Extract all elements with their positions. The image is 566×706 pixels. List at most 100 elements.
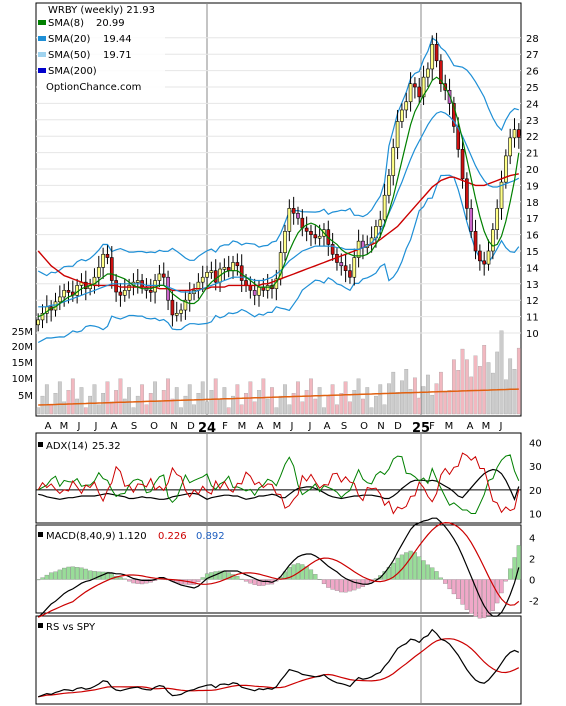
price-candle xyxy=(101,253,105,268)
macd-histogram-bar xyxy=(391,562,396,580)
price-candle xyxy=(118,291,123,296)
price-candle xyxy=(187,293,192,301)
volume-tick-label: 25M xyxy=(12,327,33,338)
volume-bar xyxy=(209,390,214,415)
volume-bar xyxy=(434,383,439,415)
volume-bar xyxy=(70,378,75,415)
macd-histogram-bar xyxy=(365,579,370,585)
adx-legend: ADX(14) 25.32 xyxy=(38,441,121,452)
macd-histogram-bar xyxy=(417,556,422,580)
price-candle xyxy=(96,267,101,278)
legend-sma50-value: 19.71 xyxy=(103,50,132,61)
macd-tick-label: -2 xyxy=(529,596,539,607)
price-candle xyxy=(296,212,300,219)
price-candle xyxy=(252,290,257,296)
volume-bar xyxy=(516,347,521,415)
price-candle xyxy=(452,103,456,127)
price-candle xyxy=(170,299,175,316)
volume-bar xyxy=(426,374,430,415)
price-candle xyxy=(205,272,209,278)
macd-histogram-bar xyxy=(482,579,487,619)
macd-histogram-bar xyxy=(339,579,344,593)
macd-histogram-bar xyxy=(360,579,366,587)
macd-histogram-bar xyxy=(451,579,456,595)
price-candle xyxy=(426,68,430,78)
macd-histogram-bar xyxy=(44,574,49,580)
volume-bar xyxy=(153,381,157,415)
macd-histogram-bar xyxy=(430,567,435,580)
panel-frame-2 xyxy=(35,524,522,614)
price-candle xyxy=(62,290,66,298)
volume-bar xyxy=(161,390,166,415)
price-candle xyxy=(283,231,287,253)
price-candle xyxy=(313,234,318,239)
price-candle xyxy=(413,83,417,88)
x-tick-label: M xyxy=(273,421,282,432)
price-tick-label: 14 xyxy=(526,263,539,274)
macd-histogram-bar xyxy=(127,579,132,582)
x-tick-label: A xyxy=(324,421,331,432)
volume-bar xyxy=(239,404,244,415)
volume-bar xyxy=(257,390,261,415)
volume-bar xyxy=(62,401,67,415)
macd-histogram-bar xyxy=(425,564,430,580)
legend-swatch-sma50 xyxy=(38,52,46,57)
volume-bar xyxy=(109,401,114,415)
x-tick-label: S xyxy=(131,421,137,432)
volume-bar xyxy=(157,401,162,415)
price-candle xyxy=(486,250,491,265)
volume-tick-label: 20M xyxy=(12,342,33,353)
price-candle xyxy=(499,181,504,209)
price-candle xyxy=(179,309,183,314)
price-tick-label: 17 xyxy=(526,214,539,225)
volume-bar xyxy=(335,404,339,415)
volume-bar xyxy=(387,383,391,415)
macd-histogram-bar xyxy=(486,579,491,616)
macd-histogram-bar xyxy=(477,579,482,619)
macd-histogram-bar xyxy=(460,579,465,605)
price-candle xyxy=(382,194,387,221)
price-candle xyxy=(482,260,487,265)
volume-bar xyxy=(352,390,357,415)
volume-bar xyxy=(283,384,287,415)
volume-bar xyxy=(213,378,218,415)
volume-bar xyxy=(317,387,322,415)
price-candle xyxy=(157,273,162,281)
macd-histogram-bar xyxy=(456,579,461,600)
volume-bar xyxy=(408,389,413,415)
x-tick-label: J xyxy=(77,421,81,432)
volume-bar xyxy=(512,369,517,415)
volume-bar xyxy=(451,359,456,415)
price-candle xyxy=(352,257,357,278)
price-tick-label: 20 xyxy=(526,165,539,176)
legend-sma200-name: SMA(200) xyxy=(48,66,97,77)
price-candle xyxy=(265,285,270,291)
macd-histogram-bar xyxy=(53,571,58,580)
macd-histogram-bar xyxy=(217,570,223,580)
price-candle xyxy=(469,208,474,232)
volume-bar xyxy=(400,380,404,415)
volume-bar xyxy=(343,381,348,415)
volume-bar xyxy=(166,378,170,415)
plus-di-line xyxy=(37,454,520,514)
macd-name: MACD(8,40,9) xyxy=(46,531,116,542)
macd-histogram-bar xyxy=(75,567,80,580)
price-candle xyxy=(495,208,499,230)
price-tick-label: 19 xyxy=(526,181,539,192)
gridlines xyxy=(36,3,521,704)
macd-histogram-bar xyxy=(200,577,205,580)
bollinger-bands xyxy=(37,37,520,344)
volume-bar xyxy=(261,378,266,415)
macd-histogram-bar xyxy=(131,579,136,584)
macd-histogram-bar xyxy=(300,564,305,580)
volume-bar xyxy=(378,384,383,415)
x-tick-label: F xyxy=(222,421,228,432)
price-candle xyxy=(456,126,461,150)
price-candle xyxy=(75,285,79,296)
volume-bar xyxy=(404,369,409,415)
x-tick-label: A xyxy=(467,421,474,432)
x-tick-label: O xyxy=(360,421,368,432)
volume-average-line xyxy=(38,388,519,406)
x-tick-label: D xyxy=(187,421,195,432)
volume-bar xyxy=(490,372,495,415)
